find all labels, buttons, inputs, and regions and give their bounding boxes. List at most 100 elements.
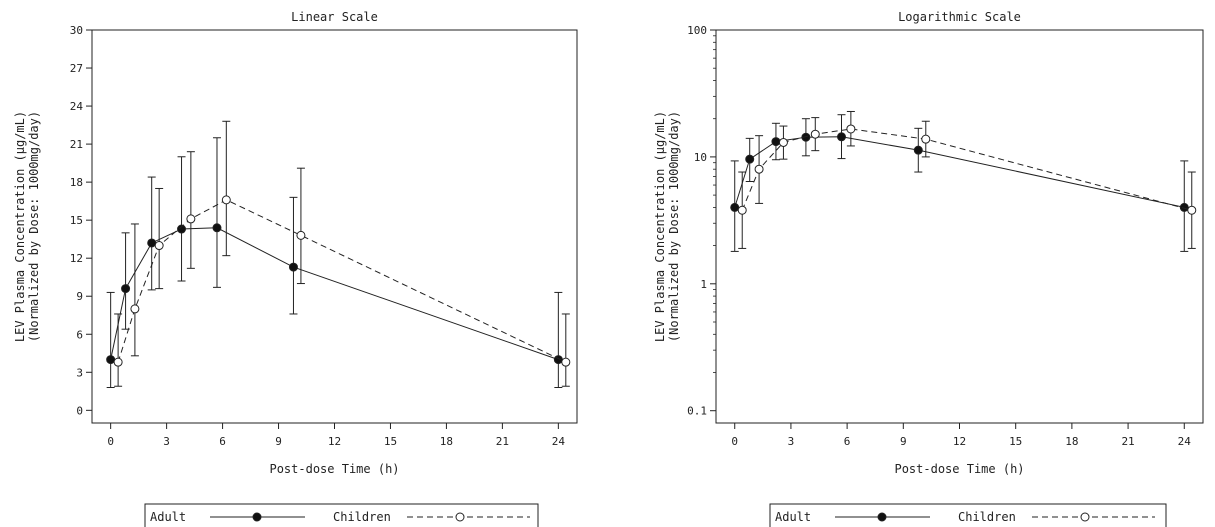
legend: Adult Children	[144, 503, 539, 527]
error-bar	[147, 176, 156, 291]
y-tick-label: 100	[687, 24, 707, 37]
x-tick-label: 9	[900, 435, 907, 448]
data-point-adult	[913, 145, 923, 155]
error-bar	[155, 187, 164, 290]
y-axis-label: LEV Plasma Concentration (µg/mL)	[13, 111, 27, 342]
legend: Adult Children	[769, 503, 1167, 527]
data-point-children	[113, 357, 123, 367]
data-point-adult	[177, 224, 187, 234]
error-bar	[106, 291, 115, 389]
x-tick-label: 0	[731, 435, 738, 448]
data-point-children	[810, 129, 820, 139]
x-tick-label: 15	[1009, 435, 1022, 448]
legend-label-adult: Adult	[150, 510, 186, 524]
data-point-adult	[745, 154, 755, 164]
series-children	[737, 110, 1197, 249]
series-line-children	[741, 128, 1192, 211]
y-axis: 0.1 1 10 100 LEV Plasma Concentration (µg/mL…	[653, 24, 716, 418]
data-point-children	[186, 214, 196, 224]
data-point-children	[737, 205, 747, 215]
legend-label-adult: Adult	[775, 510, 811, 524]
data-point-children	[296, 230, 306, 240]
data-point-adult	[836, 132, 846, 142]
data-point-adult	[771, 137, 781, 147]
y-tick-label: 1	[700, 278, 707, 291]
data-point-adult	[147, 238, 157, 248]
y-tick-label: 18	[70, 176, 83, 189]
y-tick-label: 15	[70, 214, 83, 227]
data-point-adult	[288, 262, 298, 272]
legend-label-children: Children	[958, 510, 1016, 524]
data-point-children	[921, 134, 931, 144]
y-axis-label-secondary: (Normalized by Dose: 1000mg/day)	[667, 111, 681, 342]
error-bar	[130, 223, 139, 357]
x-tick-label: 0	[107, 435, 114, 448]
x-axis: 0 3 6 9 12 15 18 21 24 Post-dose Time (h)	[731, 423, 1191, 476]
error-bar	[212, 137, 221, 288]
x-tick-label: 12	[953, 435, 966, 448]
series-adult	[106, 137, 563, 389]
plot-frame	[91, 29, 578, 424]
x-tick-label: 15	[384, 435, 397, 448]
data-point-children	[778, 137, 788, 147]
legend-marker-adult	[252, 512, 262, 522]
data-point-adult	[801, 132, 811, 142]
x-axis: 0 3 6 9 12 15 18 21 24 Post-dose Time (h)	[107, 423, 565, 476]
y-tick-label: 12	[70, 252, 83, 265]
y-tick-label: 30	[70, 24, 83, 37]
x-tick-label: 3	[163, 435, 170, 448]
series-line-adult	[734, 136, 1185, 208]
x-tick-label: 24	[552, 435, 566, 448]
data-point-children	[130, 304, 140, 314]
legend-marker-children	[1080, 512, 1090, 522]
error-bar	[114, 313, 123, 387]
y-axis-label: LEV Plasma Concentration (µg/mL)	[653, 111, 667, 342]
y-tick-label: 10	[694, 151, 707, 164]
x-axis-label: Post-dose Time (h)	[894, 462, 1024, 476]
plot-frame	[715, 29, 1204, 424]
legend-box	[769, 503, 1167, 527]
data-point-children	[221, 195, 231, 205]
legend-marker-adult	[877, 512, 887, 522]
chart-panel-log: Logarithmic Scale 0 3 6 9 12 15 18 21 24 Post-dose…	[653, 10, 1204, 527]
data-point-children	[1187, 205, 1197, 215]
data-point-children	[846, 124, 856, 134]
x-axis-label: Post-dose Time (h)	[269, 462, 399, 476]
series-children	[113, 120, 571, 387]
error-bar	[296, 167, 305, 285]
error-bar	[222, 120, 231, 257]
error-bar	[177, 156, 186, 282]
y-tick-label: 6	[76, 328, 83, 341]
error-bar	[186, 151, 195, 269]
data-point-adult	[212, 223, 222, 233]
data-point-adult	[106, 355, 116, 365]
x-tick-label: 18	[1065, 435, 1078, 448]
data-point-children	[154, 241, 164, 251]
chart-title: Logarithmic Scale	[898, 10, 1021, 24]
legend-label-children: Children	[333, 510, 391, 524]
x-tick-label: 12	[328, 435, 341, 448]
x-tick-label: 6	[219, 435, 226, 448]
x-tick-label: 9	[275, 435, 282, 448]
y-axis-label-secondary: (Normalized by Dose: 1000mg/day)	[27, 111, 41, 342]
data-point-adult	[121, 284, 131, 294]
y-tick-label: 27	[70, 62, 83, 75]
x-tick-label: 21	[1121, 435, 1134, 448]
y-axis: 0 3 6 9 12 15 18 21 24 27 30 LEV Plasma Concentrati…	[13, 24, 92, 417]
legend-box	[144, 503, 539, 527]
error-bar	[554, 291, 563, 389]
x-tick-label: 18	[440, 435, 453, 448]
data-point-adult	[1179, 202, 1189, 212]
series-line-adult	[110, 227, 559, 361]
y-tick-label: 3	[76, 366, 83, 379]
y-tick-label: 0	[76, 404, 83, 417]
x-tick-label: 21	[496, 435, 509, 448]
legend-marker-children	[455, 512, 465, 522]
y-tick-label: 21	[70, 138, 83, 151]
data-point-adult	[730, 202, 740, 212]
series-adult	[730, 114, 1189, 252]
x-tick-label: 24	[1178, 435, 1192, 448]
chart-title: Linear Scale	[291, 10, 378, 24]
